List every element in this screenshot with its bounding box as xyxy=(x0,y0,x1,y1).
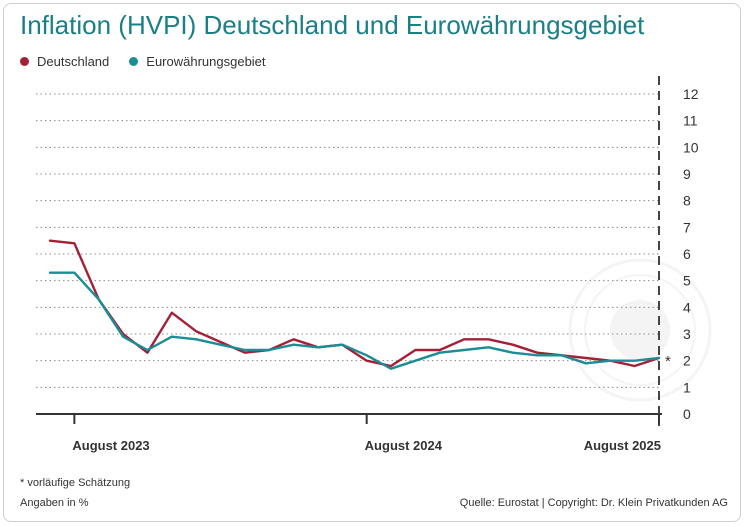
y-tick-label-2: 2 xyxy=(683,353,691,369)
y-tick-label-3: 3 xyxy=(683,326,691,342)
chart-title: Inflation (HVPI) Deutschland und Eurowäh… xyxy=(20,10,645,40)
legend-label-deutschland: Deutschland xyxy=(37,54,110,69)
legend-label-eurozone: Eurowährungsgebiet xyxy=(146,54,266,69)
chart-frame xyxy=(3,3,741,522)
legend-dot-eurozone xyxy=(129,57,139,66)
legend-item-deutschland: Deutschland xyxy=(20,54,109,69)
y-tick-label-10: 10 xyxy=(683,139,699,155)
y-tick-label-6: 6 xyxy=(683,246,691,262)
x-tick-label-2025-08: August 2025 xyxy=(584,438,661,453)
y-tick-label-9: 9 xyxy=(683,166,691,182)
footnote-estimate: * vorläufige Schätzung xyxy=(20,477,131,489)
watermark-logo xyxy=(568,258,712,402)
y-tick-label-4: 4 xyxy=(683,299,691,315)
y-tick-label-11: 11 xyxy=(683,113,698,129)
y-tick-label-1: 1 xyxy=(683,379,691,395)
y-tick-label-12: 12 xyxy=(683,86,699,102)
y-tick-label-8: 8 xyxy=(683,193,691,209)
legend: Deutschland Eurowährungsgebiet xyxy=(20,54,266,69)
series-line-eurozone xyxy=(48,271,661,370)
y-tick-label-5: 5 xyxy=(683,273,691,289)
unit-note: Angaben in % xyxy=(20,497,89,509)
y-tick-label-7: 7 xyxy=(683,219,691,235)
source-copyright: Quelle: Eurostat | Copyright: Dr. Klein … xyxy=(459,497,728,509)
x-tick-label-2023-08: August 2023 xyxy=(72,438,149,453)
estimate-marker: * xyxy=(665,353,671,370)
x-tick-label-2024-08: August 2024 xyxy=(365,438,443,453)
y-tick-label-0: 0 xyxy=(683,406,691,422)
legend-item-eurozone: Eurowährungsgebiet xyxy=(129,54,266,69)
legend-dot-deutschland xyxy=(20,57,29,66)
